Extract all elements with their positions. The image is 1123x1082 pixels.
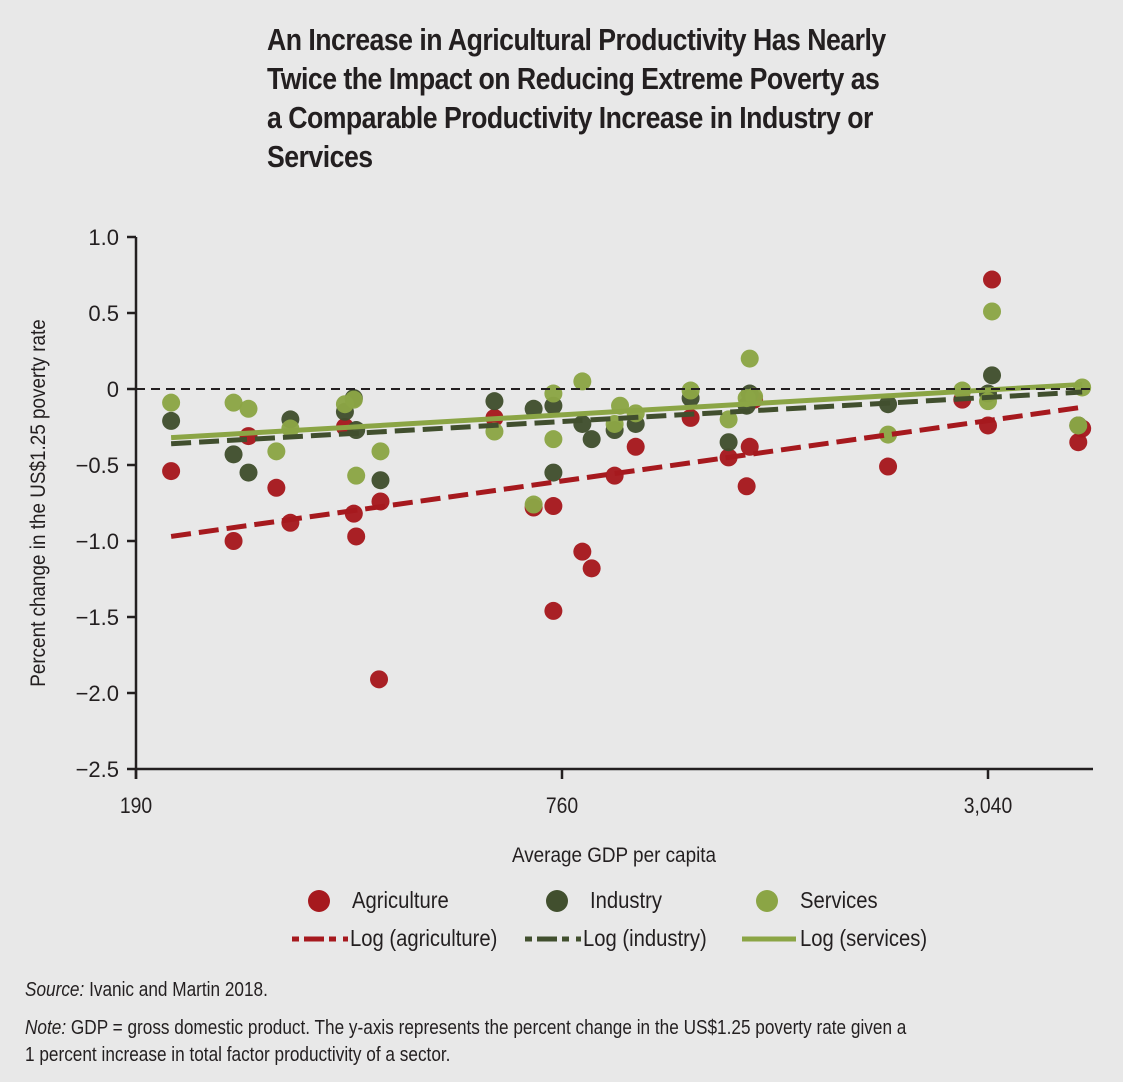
data-point-agriculture	[370, 670, 389, 689]
data-point-agriculture	[879, 457, 898, 476]
data-point-agriculture	[162, 462, 181, 481]
data-point-services	[573, 372, 592, 391]
x-tick-label: 190	[120, 794, 152, 818]
data-point-agriculture	[267, 478, 286, 497]
data-point-agriculture	[347, 527, 366, 546]
data-point-services	[544, 384, 563, 403]
data-point-services	[879, 425, 898, 444]
data-point-industry	[544, 463, 563, 482]
y-tick-label: −2.0	[76, 681, 119, 706]
legend-item-log-industry: Log (industry)	[525, 925, 724, 952]
note-text-continued: 1 percent increase in total factor produ…	[25, 1044, 451, 1066]
legend-label: Industry	[590, 887, 663, 913]
data-point-services	[719, 410, 738, 429]
data-point-agriculture	[544, 497, 563, 516]
y-axis-title: Percent change in the US$1.25 poverty ra…	[27, 319, 50, 687]
data-point-industry	[239, 463, 258, 482]
legend-item-agriculture: Agriculture	[308, 887, 462, 914]
data-point-agriculture	[737, 477, 756, 496]
legend-label: Log (services)	[800, 925, 928, 951]
data-point-industry	[371, 471, 390, 490]
data-point-industry	[524, 399, 543, 418]
title-line: Services	[267, 139, 373, 174]
data-point-industry	[485, 392, 504, 411]
dashed-line-icon	[292, 936, 348, 941]
data-point-industry	[224, 445, 243, 464]
trend-line-services	[170, 381, 1083, 441]
source-text: Ivanic and Martin 2018.	[84, 979, 268, 1001]
data-point-industry	[582, 430, 601, 449]
data-point-services	[347, 466, 366, 485]
data-point-industry	[162, 411, 181, 430]
data-point-agriculture	[573, 542, 592, 561]
data-point-services	[740, 349, 759, 368]
legend-item-log-agriculture: Log (agriculture)	[292, 925, 517, 952]
data-point-agriculture	[1069, 433, 1088, 452]
data-point-agriculture	[544, 601, 563, 620]
data-point-agriculture	[582, 559, 601, 578]
y-tick-label: −1.5	[76, 605, 119, 630]
y-tick-label: −2.5	[76, 757, 119, 782]
legend-label: Agriculture	[352, 887, 449, 913]
y-tick-label: 1.0	[88, 225, 119, 250]
source-label: Source:	[25, 979, 85, 1001]
title-line: An Increase in Agricultural Productivity…	[267, 22, 886, 57]
legend-item-log-services: Log (services)	[742, 925, 944, 952]
legend-label: Log (agriculture)	[350, 925, 498, 951]
data-point-agriculture	[681, 408, 700, 427]
footnote: Note: GDP = gross domestic product. The …	[25, 1015, 1115, 1069]
data-point-industry	[573, 414, 592, 433]
y-tick-label: −0.5	[76, 453, 119, 478]
data-point-industry	[983, 366, 1002, 385]
trend-line-agriculture	[170, 404, 1083, 539]
services-marker-icon	[756, 889, 778, 912]
legend-item-industry: Industry	[546, 887, 672, 914]
data-point-services	[344, 390, 363, 409]
data-point-agriculture	[224, 532, 243, 550]
data-point-agriculture	[983, 270, 1002, 289]
note-label: Note:	[25, 1017, 67, 1039]
data-point-industry	[347, 421, 366, 440]
data-point-services	[681, 381, 700, 400]
data-point-services	[162, 393, 181, 412]
data-point-services	[267, 442, 286, 461]
data-points	[162, 270, 1092, 689]
legend-item-services: Services	[756, 887, 888, 914]
data-point-agriculture	[626, 437, 645, 456]
data-point-services	[239, 399, 258, 418]
industry-marker-icon	[546, 889, 568, 912]
x-tick-label: 760	[546, 794, 578, 818]
data-point-agriculture	[605, 466, 624, 485]
title-line: Twice the Impact on Reducing Extreme Pov…	[267, 61, 880, 96]
data-point-services	[983, 302, 1002, 321]
x-axis-title: Average GDP per capita	[512, 844, 717, 867]
chart-title: An Increase in Agricultural Productivity…	[267, 20, 955, 176]
note-text: GDP = gross domestic product. The y-axis…	[66, 1017, 907, 1039]
data-point-services	[524, 495, 543, 514]
trend-line-industry	[170, 389, 1083, 447]
x-tick-label: 3,040	[964, 794, 1012, 818]
title-line: a Comparable Productivity Increase in In…	[267, 100, 873, 135]
solid-line-icon	[742, 936, 796, 941]
legend-label: Log (industry)	[583, 925, 707, 951]
data-point-agriculture	[239, 427, 258, 446]
data-point-services	[224, 393, 243, 412]
legend-label: Services	[800, 887, 878, 913]
source-note: Source: Ivanic and Martin 2018.	[25, 977, 1115, 1004]
data-point-services	[544, 430, 563, 449]
data-point-services	[1069, 416, 1088, 435]
data-point-industry	[719, 433, 738, 452]
trend-lines	[170, 381, 1083, 539]
agriculture-marker-icon	[308, 889, 330, 912]
y-tick-label: −1.0	[76, 529, 119, 554]
data-point-services	[371, 442, 390, 461]
y-tick-label: 0.5	[88, 301, 119, 326]
y-tick-label: 0	[107, 377, 119, 402]
dashed-line-icon	[525, 936, 581, 941]
